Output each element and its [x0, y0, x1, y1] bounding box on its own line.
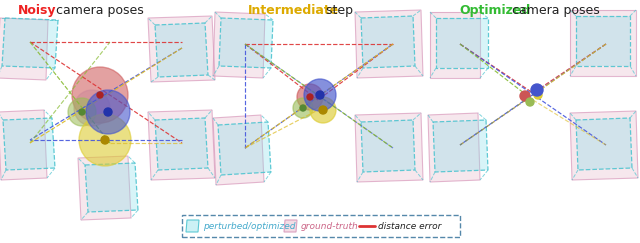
Polygon shape — [433, 120, 488, 172]
Polygon shape — [355, 113, 423, 182]
Circle shape — [97, 92, 103, 98]
Polygon shape — [0, 18, 48, 80]
Polygon shape — [218, 122, 271, 175]
Circle shape — [297, 84, 323, 110]
Circle shape — [79, 114, 131, 166]
Circle shape — [86, 90, 130, 134]
Circle shape — [68, 98, 96, 126]
Polygon shape — [213, 12, 265, 78]
Polygon shape — [155, 118, 208, 170]
Circle shape — [520, 91, 530, 101]
Polygon shape — [576, 118, 632, 170]
Circle shape — [534, 91, 542, 99]
Text: distance error: distance error — [378, 222, 442, 231]
Text: Noisy: Noisy — [18, 4, 56, 17]
Polygon shape — [85, 163, 138, 212]
Polygon shape — [576, 16, 630, 66]
Circle shape — [74, 90, 110, 126]
Polygon shape — [2, 18, 58, 68]
Circle shape — [307, 94, 313, 100]
Text: camera poses: camera poses — [508, 4, 600, 17]
Circle shape — [319, 106, 327, 114]
Circle shape — [310, 97, 336, 123]
Circle shape — [104, 108, 112, 116]
Polygon shape — [284, 220, 297, 232]
Text: Optimized: Optimized — [459, 4, 531, 17]
Circle shape — [72, 67, 128, 123]
Polygon shape — [361, 120, 415, 172]
Text: perturbed/optimized: perturbed/optimized — [203, 222, 296, 231]
Polygon shape — [3, 118, 55, 170]
Polygon shape — [148, 110, 215, 180]
Polygon shape — [436, 18, 488, 68]
Polygon shape — [355, 10, 423, 78]
Polygon shape — [219, 18, 273, 68]
Polygon shape — [0, 110, 47, 180]
Text: ground-truth: ground-truth — [301, 222, 359, 231]
Circle shape — [293, 98, 313, 118]
Polygon shape — [78, 156, 131, 220]
Polygon shape — [428, 113, 480, 182]
Circle shape — [526, 98, 534, 106]
Polygon shape — [570, 111, 638, 180]
Circle shape — [101, 136, 109, 144]
Text: camera poses: camera poses — [52, 4, 144, 17]
Circle shape — [316, 91, 324, 99]
Polygon shape — [213, 115, 264, 185]
FancyBboxPatch shape — [182, 215, 460, 237]
Polygon shape — [361, 16, 415, 68]
Polygon shape — [155, 23, 208, 77]
Polygon shape — [430, 12, 480, 78]
Circle shape — [304, 79, 336, 111]
Circle shape — [531, 84, 543, 96]
Circle shape — [300, 105, 306, 111]
Polygon shape — [186, 220, 199, 232]
Polygon shape — [148, 16, 215, 82]
Polygon shape — [570, 10, 636, 76]
Text: step: step — [322, 4, 353, 17]
Circle shape — [79, 109, 85, 115]
Text: Intermediate: Intermediate — [248, 4, 339, 17]
